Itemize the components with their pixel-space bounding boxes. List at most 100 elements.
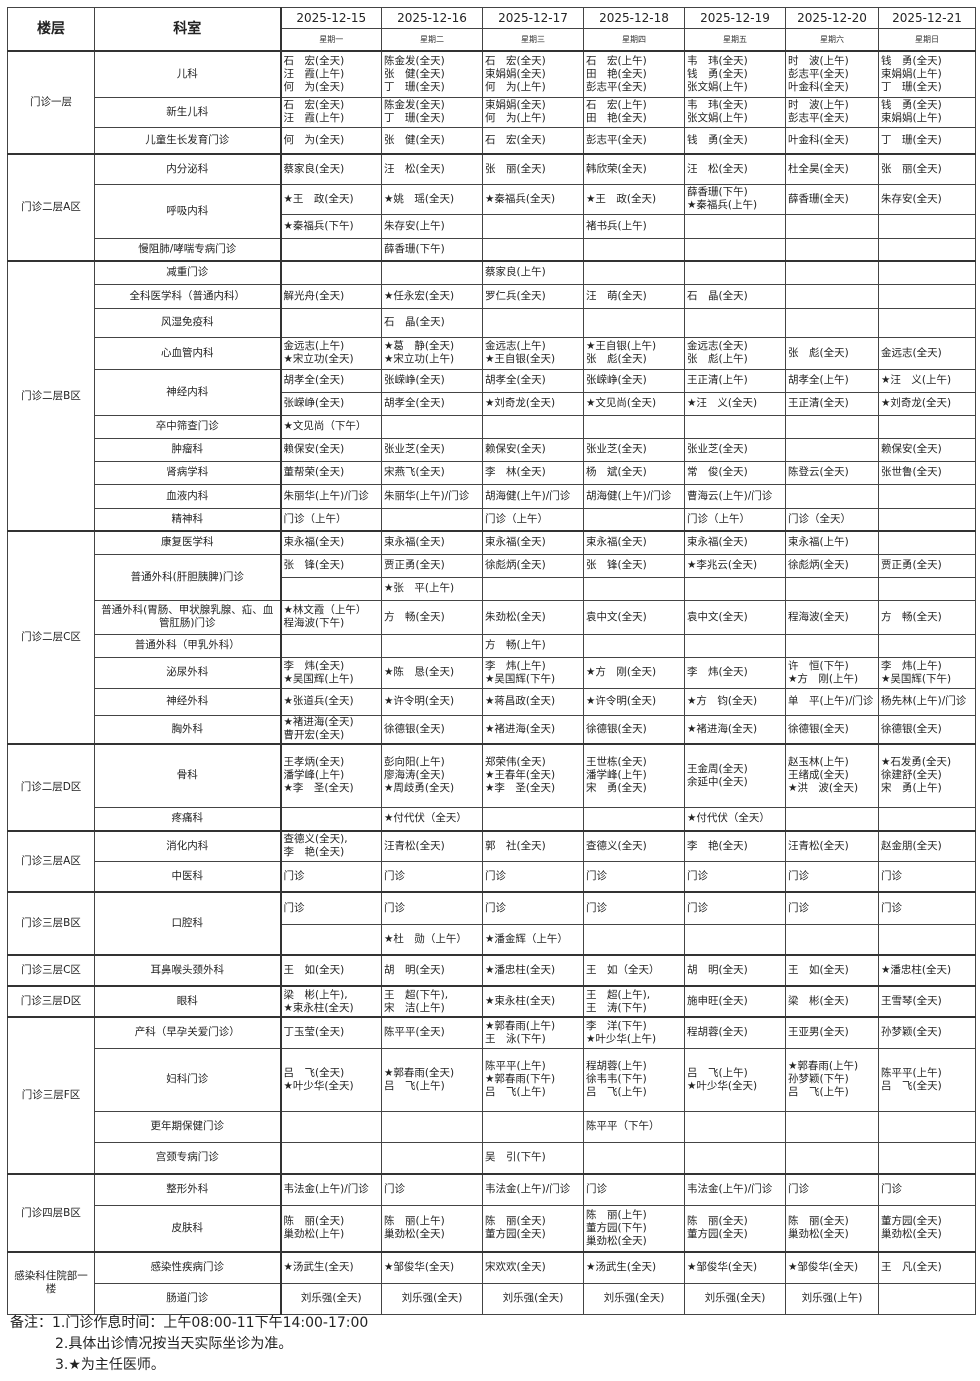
weekday-header: 星期三 bbox=[482, 28, 584, 52]
doctor-schedule-cell: 胡海健(上午)/门诊 bbox=[583, 483, 685, 509]
schedule-row: 胸外科 ★褚进海(全天) 曹开宏(全天) 徐德银(全天) ★褚进海(全天) 徐德银(全天… bbox=[8, 714, 976, 745]
doctor-schedule-cell bbox=[280, 806, 382, 832]
doctor-schedule-cell: 王金周(全天) 余延中(全天) bbox=[684, 743, 786, 808]
department-cell: 普通外科（甲乳外科） bbox=[94, 633, 282, 658]
department-cell: 更年期保健门诊 bbox=[94, 1110, 282, 1143]
department-cell: 心血管内科 bbox=[94, 336, 282, 370]
doctor-schedule-cell: 张业芝(全天) bbox=[684, 437, 786, 462]
doctor-schedule-cell: 吕 飞(上午) ★叶少华(全天) bbox=[684, 1047, 786, 1112]
department-cell: 神经内科 bbox=[94, 368, 282, 416]
schedule-table: 楼层 科室 2025-12-15 2025-12-16 2025-12-17 2… bbox=[7, 7, 976, 1315]
doctor-schedule-cell: 门诊 bbox=[684, 891, 786, 925]
doctor-schedule-cell bbox=[878, 307, 976, 338]
doctor-schedule-cell bbox=[280, 237, 382, 262]
department-cell: 消化内科 bbox=[94, 830, 282, 862]
doctor-schedule-cell bbox=[381, 414, 483, 439]
doctor-schedule-cell: 宋燕飞(全天) bbox=[381, 460, 483, 485]
schedule-row: 肠道门诊 刘乐强(全天) 刘乐强(全天) 刘乐强(全天) 刘乐强(全天) 刘乐强(全天) 刘… bbox=[8, 1282, 976, 1315]
schedule-row: 肿瘤科 赖保安(全天) 张业芝(全天) 赖保安(全天) 张业芝(全天) 张业芝(全天) 赖保… bbox=[8, 437, 976, 462]
schedule-row: 妇科门诊吕 飞(全天) ★叶少华(全天) ★郭春雨(全天) 吕 飞(上午) 陈平平(… bbox=[8, 1047, 976, 1112]
doctor-schedule-cell bbox=[785, 437, 879, 462]
doctor-schedule-cell: 李 炜(上午) ★吴国辉(下午) bbox=[482, 656, 584, 689]
doctor-schedule-cell: 石 宏(全天) 束娟娟(全天) 何 为(上午) bbox=[482, 50, 584, 98]
doctor-schedule-cell: 陈平平(上午) 吕 飞(全天) bbox=[878, 1047, 976, 1112]
doctor-schedule-cell bbox=[583, 923, 685, 956]
doctor-schedule-cell: 门诊（全天） bbox=[785, 507, 879, 532]
doctor-schedule-cell: 单 平(上午)/门诊 bbox=[785, 687, 879, 716]
doctor-schedule-cell: ★郭春雨(上午) 王 泳(下午) bbox=[482, 1016, 584, 1049]
schedule-row: 血液内科 朱丽华(上午)/门诊 朱丽华(上午)/门诊 胡海健(上午)/门诊 胡海健(上午… bbox=[8, 483, 976, 509]
doctor-schedule-cell: 钱 勇(全天) 束娟娟(上午) 丁 珊(全天) bbox=[878, 50, 976, 98]
doctor-schedule-cell: 陈登云(全天) bbox=[785, 460, 879, 485]
doctor-schedule-cell: 朱丽华(上午)/门诊 bbox=[280, 483, 382, 509]
doctor-schedule-cell: ★李兆云(全天) bbox=[684, 553, 786, 578]
doctor-schedule-cell: 刘乐强(全天) bbox=[684, 1282, 786, 1315]
doctor-schedule-cell: ★邹俊华(全天) bbox=[785, 1251, 879, 1284]
doctor-schedule-cell: ★郭春雨(上午) 孙梦颖(下午) 吕 飞(上午) bbox=[785, 1047, 879, 1112]
doctor-schedule-cell: 赖保安(全天) bbox=[878, 437, 976, 462]
department-cell: 儿童生长发育门诊 bbox=[94, 126, 282, 155]
department-cell: 肿瘤科 bbox=[94, 437, 282, 462]
notes: 备注：1.门诊作息时间：上午08:00-11下午14:00-17:00 2.具体… bbox=[7, 1313, 975, 1376]
doctor-schedule-cell: 徐彪炳(全天) bbox=[482, 553, 584, 578]
doctor-schedule-cell: 张嵘峥(全天) bbox=[280, 391, 382, 416]
doctor-schedule-cell bbox=[583, 633, 685, 658]
doctor-schedule-cell: 门诊 bbox=[381, 891, 483, 925]
schedule-row: 门诊三层A区 消化内科 查德义(全天), 李 艳(全天) 汪青松(全天) 郭 社(全天)… bbox=[7, 830, 976, 893]
doctor-schedule-cell bbox=[381, 1141, 483, 1175]
doctor-schedule-cell: 朱劲松(全天) bbox=[482, 599, 584, 635]
doctor-schedule-cell: 李 炜(全天) bbox=[684, 656, 786, 689]
doctor-schedule-cell: 王 如(全天) bbox=[280, 954, 382, 987]
doctor-schedule-cell: ★褚进海(全天) bbox=[482, 714, 584, 745]
schedule-row: 泌尿外科李 炜(全天) ★吴国辉(上午) ★陈 恳(全天) 李 炜(上午) ★吴国辉… bbox=[8, 656, 976, 689]
doctor-schedule-cell: ★刘奇龙(全天) bbox=[878, 391, 976, 416]
doctor-schedule-cell: 门诊 bbox=[878, 1173, 976, 1206]
doctor-schedule-cell: 陈金发(全天) 丁 珊(全天) bbox=[381, 96, 483, 128]
date-header: 2025-12-19 bbox=[684, 7, 786, 29]
doctor-schedule-cell: ★褚进海(全天) 曹开宏(全天) bbox=[280, 714, 382, 745]
doctor-schedule-cell bbox=[583, 307, 685, 338]
doctor-schedule-cell: 彭志平(全天) bbox=[583, 126, 685, 155]
doctor-schedule-cell: 束娟娟(全天) 何 为(上午) bbox=[482, 96, 584, 128]
doctor-schedule-cell bbox=[280, 923, 382, 956]
doctor-schedule-cell bbox=[785, 237, 879, 262]
schedule-row: 呼吸内科 ★王 政(全天) ★姚 瑶(全天) ★秦福兵(全天) ★王 政(全天) 薛香珊(… bbox=[8, 183, 976, 239]
schedule-row: 儿童生长发育门诊何 为(全天) 张 健(全天) 石 宏(全天) 彭志平(全天) 钱 勇(… bbox=[8, 126, 976, 155]
doctor-schedule-cell bbox=[280, 307, 382, 338]
doctor-schedule-cell: 胡 明(全天) bbox=[381, 954, 483, 987]
schedule-row: 神经外科 ★张道兵(全天) ★许令明(全天) ★蒋昌政(全天) ★许令明(全天) ★方 钧… bbox=[8, 687, 976, 716]
doctor-schedule-cell: ★邹俊华(全天) bbox=[684, 1251, 786, 1284]
doctor-schedule-cell: 杜全昊(全天) bbox=[785, 153, 879, 185]
doctor-schedule-cell: ★文见尚(全天) bbox=[583, 391, 685, 416]
doctor-schedule-cell: ★秦福兵(下午) bbox=[280, 213, 382, 239]
doctor-schedule-cell: 王亚男(全天) bbox=[785, 1016, 879, 1049]
doctor-schedule-cell: 束永福(上午) bbox=[785, 530, 879, 555]
schedule-row: 风湿免疫科 石 晶(全天) bbox=[8, 307, 976, 338]
doctor-schedule-cell: 徐德银(全天) bbox=[583, 714, 685, 745]
floor-cell: 门诊三层F区 bbox=[7, 1016, 95, 1175]
doctor-schedule-cell: 张业芝(全天) bbox=[583, 437, 685, 462]
doctor-schedule-cell: 方 畅(全天) bbox=[878, 599, 976, 635]
weekday-header: 星期二 bbox=[381, 28, 483, 52]
doctor-schedule-cell: ★刘奇龙(全天) bbox=[482, 391, 584, 416]
doctor-schedule-cell bbox=[684, 633, 786, 658]
department-cell: 胸外科 bbox=[94, 714, 282, 745]
date-header: 2025-12-20 bbox=[785, 7, 879, 29]
doctor-schedule-cell: 李 炜(全天) ★吴国辉(上午) bbox=[280, 656, 382, 689]
floor-cell: 门诊二层A区 bbox=[7, 153, 95, 262]
doctor-schedule-cell bbox=[785, 806, 879, 832]
doctor-schedule-cell: ★潘忠柱(全天) bbox=[878, 954, 976, 987]
doctor-schedule-cell bbox=[878, 237, 976, 262]
doctor-schedule-cell: ★方 钧(全天) bbox=[684, 687, 786, 716]
doctor-schedule-cell: 查德义(全天), 李 艳(全天) bbox=[280, 830, 382, 862]
doctor-schedule-cell bbox=[785, 283, 879, 309]
floor-cell: 门诊四层B区 bbox=[7, 1173, 95, 1253]
doctor-schedule-cell: 张 锋(全天) bbox=[280, 553, 382, 578]
schedule-row: 门诊三层C区 耳鼻喉头颈外科王 如(全天) 胡 明(全天) ★潘忠柱(全天) 王 如（全… bbox=[7, 954, 976, 987]
doctor-schedule-cell: 汪青松(全天) bbox=[785, 830, 879, 862]
doctor-schedule-cell: 李 炜(上午) ★吴国辉(下午) bbox=[878, 656, 976, 689]
doctor-schedule-cell: 褚书兵(上午) bbox=[583, 213, 685, 239]
doctor-schedule-cell: 石 晶(全天) bbox=[684, 283, 786, 309]
doctor-schedule-cell: 刘乐强(全天) bbox=[482, 1282, 584, 1315]
doctor-schedule-cell: ★石发勇(全天) 徐建舒(全天) 宋 勇(上午) bbox=[878, 743, 976, 808]
